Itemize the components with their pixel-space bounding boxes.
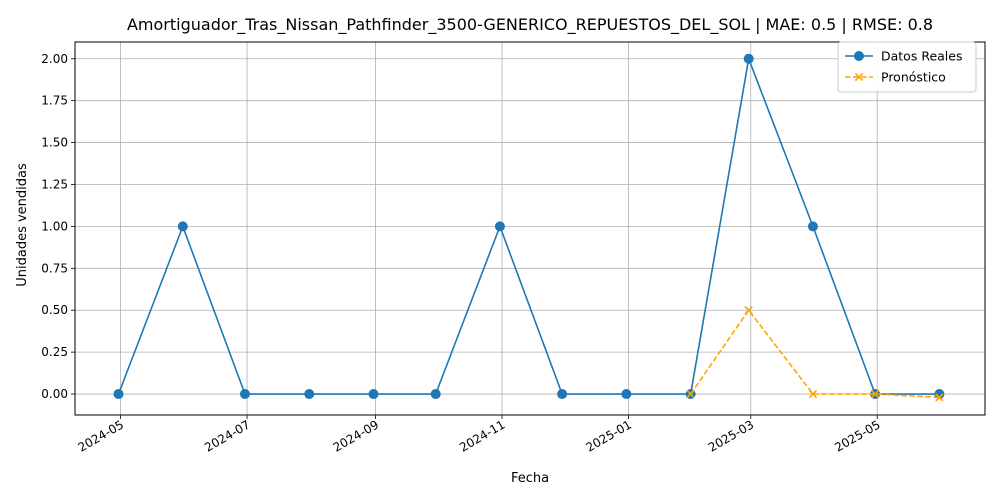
- data-point: [368, 389, 379, 400]
- y-tick-label: 0.00: [41, 387, 68, 401]
- data-point: [808, 389, 818, 399]
- series-forecast: [686, 306, 944, 402]
- data-point: [557, 389, 568, 400]
- data-point: [113, 389, 124, 400]
- series-actual: [113, 53, 945, 400]
- data-point: [304, 389, 315, 400]
- series-layer: [113, 53, 945, 402]
- y-tick-label: 0.75: [41, 261, 68, 275]
- y-tick-label: 1.25: [41, 177, 68, 191]
- data-point: [870, 389, 880, 399]
- y-tick-label: 0.50: [41, 303, 68, 317]
- data-point: [935, 393, 944, 402]
- y-tick-label: 0.25: [41, 345, 68, 359]
- data-point: [430, 389, 441, 400]
- legend-swatch-marker: [854, 51, 864, 61]
- series-line: [689, 309, 940, 399]
- y-tick-label: 1.75: [41, 94, 68, 108]
- data-point: [239, 389, 250, 400]
- grid: [75, 42, 985, 415]
- y-tick-label: 2.00: [41, 52, 68, 66]
- data-point: [743, 53, 754, 64]
- data-point: [934, 389, 945, 400]
- legend-label: Datos Reales: [881, 49, 962, 64]
- data-point: [494, 221, 505, 232]
- data-point: [621, 389, 632, 400]
- series-line: [117, 57, 940, 395]
- x-axis-label: Fecha: [511, 471, 549, 486]
- y-axis-label: Unidades vendidas: [15, 163, 30, 287]
- legend-swatch-marker: [854, 72, 864, 82]
- chart-title: Amortiguador_Tras_Nissan_Pathfinder_3500…: [127, 15, 933, 35]
- plot-frame: [74, 41, 986, 416]
- data-point: [686, 389, 695, 399]
- data-point: [807, 221, 818, 232]
- data-point: [177, 221, 188, 232]
- y-tick-label: 1.50: [41, 136, 68, 150]
- y-tick-label: 1.00: [41, 219, 68, 233]
- data-point: [744, 306, 753, 315]
- legend-box: [837, 41, 977, 93]
- legend: Datos Reales Pronóstico: [837, 41, 977, 93]
- legend-label: Pronóstico: [881, 70, 946, 85]
- y-axis-ticks: 0.00 0.25 0.50 0.75 1.00 1.25 1.50 1.75 2.00: [41, 52, 75, 401]
